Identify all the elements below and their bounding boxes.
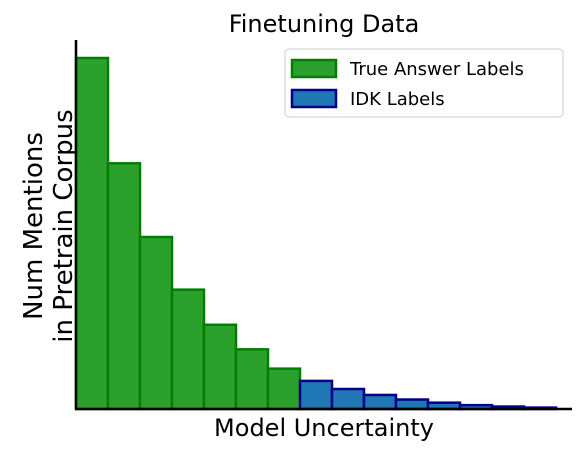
legend-label-true-answer: True Answer Labels [349,59,524,80]
bar-true-answer-3 [170,288,206,411]
y-axis-label: Num Mentions in Pretrain Corpus [19,109,79,342]
legend-swatch-idk [290,88,338,109]
bar-idk-0 [298,379,334,411]
bar-true-answer-2 [138,235,174,411]
bars [74,56,558,411]
bar-true-answer-0 [74,56,110,411]
legend-swatch-true-answer [290,58,338,79]
x-axis-label: Model Uncertainty [214,414,434,442]
bar-idk-3 [394,398,430,411]
legend-box [284,48,564,118]
bar-true-answer-5 [234,348,270,411]
bar-idk-1 [330,387,366,411]
bar-true-answer-6 [266,367,302,411]
bar-true-answer-1 [106,162,142,411]
legend: True Answer Labels IDK Labels [284,48,564,118]
y-axis-label-line-1: Num Mentions [19,132,49,320]
chart-title: Finetuning Data [229,10,420,38]
bar-idk-2 [362,393,398,411]
legend-label-idk: IDK Labels [350,89,445,110]
bar-true-answer-4 [202,323,238,411]
y-axis-label-line-2: in Pretrain Corpus [49,109,79,342]
